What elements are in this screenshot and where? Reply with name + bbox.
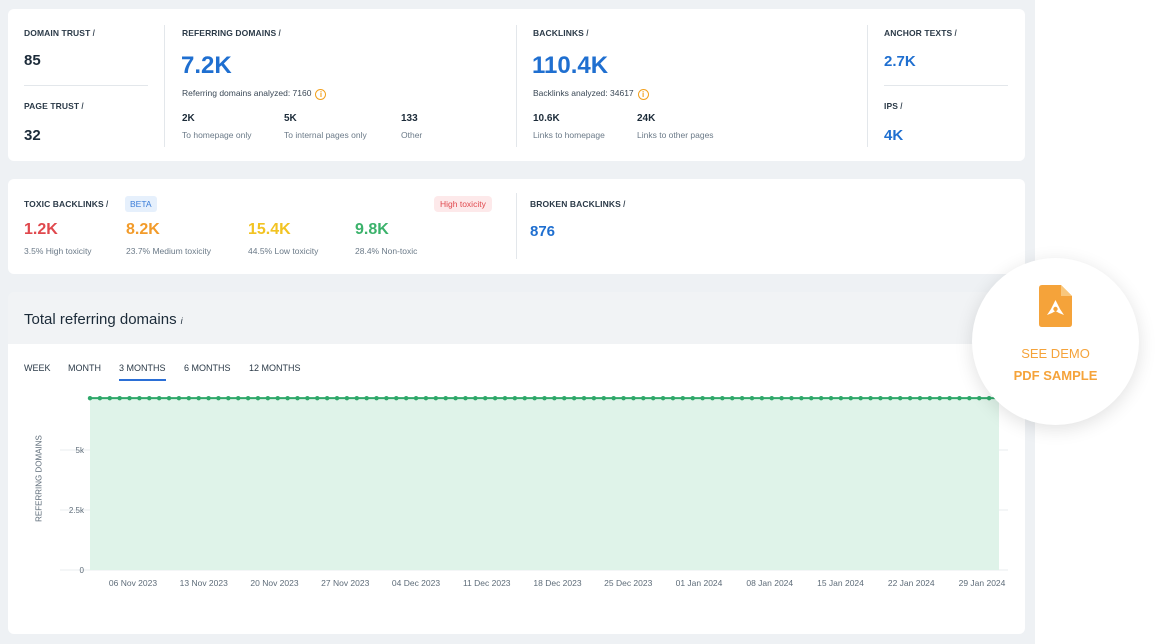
y-axis-label: REFERRING DOMAINS (34, 435, 44, 522)
page-trust-label: PAGE TRUST i (24, 101, 84, 111)
info-icon[interactable]: i (637, 89, 649, 100)
bl-homepage-value: 10.6K (533, 113, 560, 124)
bl-homepage-label: Links to homepage (533, 130, 605, 140)
chart-section-header: Total referring domains i (8, 292, 1025, 344)
divider (884, 85, 1008, 86)
demo-pdf-button[interactable]: SEE DEMO PDF SAMPLE (972, 258, 1139, 425)
rd-other-value: 133 (401, 113, 418, 124)
toxicity-card: TOXIC BACKLINKS i BETA High toxicity 1.2K… (8, 179, 1025, 274)
toxic-backlinks-label: TOXIC BACKLINKS i (24, 199, 109, 209)
broken-backlinks-label: BROKEN BACKLINKS i (530, 199, 626, 209)
domain-trust-label: DOMAIN TRUST i (24, 28, 95, 38)
toxic-low-label: 44.5% Low toxicity (248, 246, 319, 256)
ips-label: IPS i (884, 101, 903, 111)
info-icon[interactable]: i (315, 89, 327, 100)
broken-backlinks-value[interactable]: 876 (530, 223, 556, 240)
backlinks-analyzed: Backlinks analyzed: 34617 i (533, 88, 649, 100)
pdf-file-icon (1039, 285, 1072, 327)
divider (516, 193, 517, 259)
toxic-high-value[interactable]: 1.2K (24, 221, 58, 238)
backlinks-value[interactable]: 110.4K (532, 52, 609, 79)
backlinks-label: BACKLINKS i (533, 28, 589, 38)
page-trust-value: 32 (24, 127, 41, 144)
divider (24, 85, 148, 86)
toxic-medium-label: 23.7% Medium toxicity (126, 246, 212, 256)
high-toxicity-badge: High toxicity (434, 196, 492, 212)
rd-other-label: Other (401, 130, 423, 140)
toxic-none-label: 28.4% Non-toxic (355, 246, 418, 256)
overview-card: DOMAIN TRUST i 85 PAGE TRUST i 32 REFERRIN… (8, 9, 1025, 161)
tab-6-months[interactable]: 6 MONTHS (184, 363, 231, 373)
toxic-medium-value[interactable]: 8.2K (126, 221, 160, 238)
chart-section-title: Total referring domains i (24, 311, 183, 328)
referring-domains-analyzed: Referring domains analyzed: 7160 i (182, 88, 327, 100)
beta-badge: BETA (125, 196, 157, 212)
toxic-high-label: 3.5% High toxicity (24, 246, 92, 256)
demo-line2: PDF SAMPLE (1013, 368, 1098, 383)
tab-3-months[interactable]: 3 MONTHS (119, 363, 166, 381)
divider (516, 25, 517, 147)
anchor-texts-label: ANCHOR TEXTS i (884, 28, 957, 38)
toxic-low-value[interactable]: 15.4K (248, 221, 291, 238)
rd-internal-label: To internal pages only (284, 130, 367, 140)
domain-trust-value: 85 (24, 52, 41, 69)
rd-homepage-label: To homepage only (182, 130, 252, 140)
divider (164, 25, 165, 147)
bl-other-value: 24K (637, 113, 656, 124)
tab-12-months[interactable]: 12 MONTHS (249, 363, 301, 373)
tab-month[interactable]: MONTH (68, 363, 101, 373)
demo-line1: SEE DEMO (1021, 346, 1090, 361)
anchor-texts-value[interactable]: 2.7K (884, 53, 916, 70)
rd-homepage-value: 2K (182, 113, 195, 124)
referring-domains-label: REFERRING DOMAINS i (182, 28, 281, 38)
tab-week[interactable]: WEEK (24, 363, 51, 373)
referring-domains-value[interactable]: 7.2K (181, 52, 232, 79)
chart-card: WEEK MONTH 3 MONTHS 6 MONTHS 12 MONTHS (8, 344, 1025, 634)
divider (867, 25, 868, 147)
toxic-none-value[interactable]: 9.8K (355, 221, 389, 238)
ips-value[interactable]: 4K (884, 127, 904, 144)
rd-internal-value: 5K (284, 113, 297, 124)
bl-other-label: Links to other pages (637, 130, 714, 140)
